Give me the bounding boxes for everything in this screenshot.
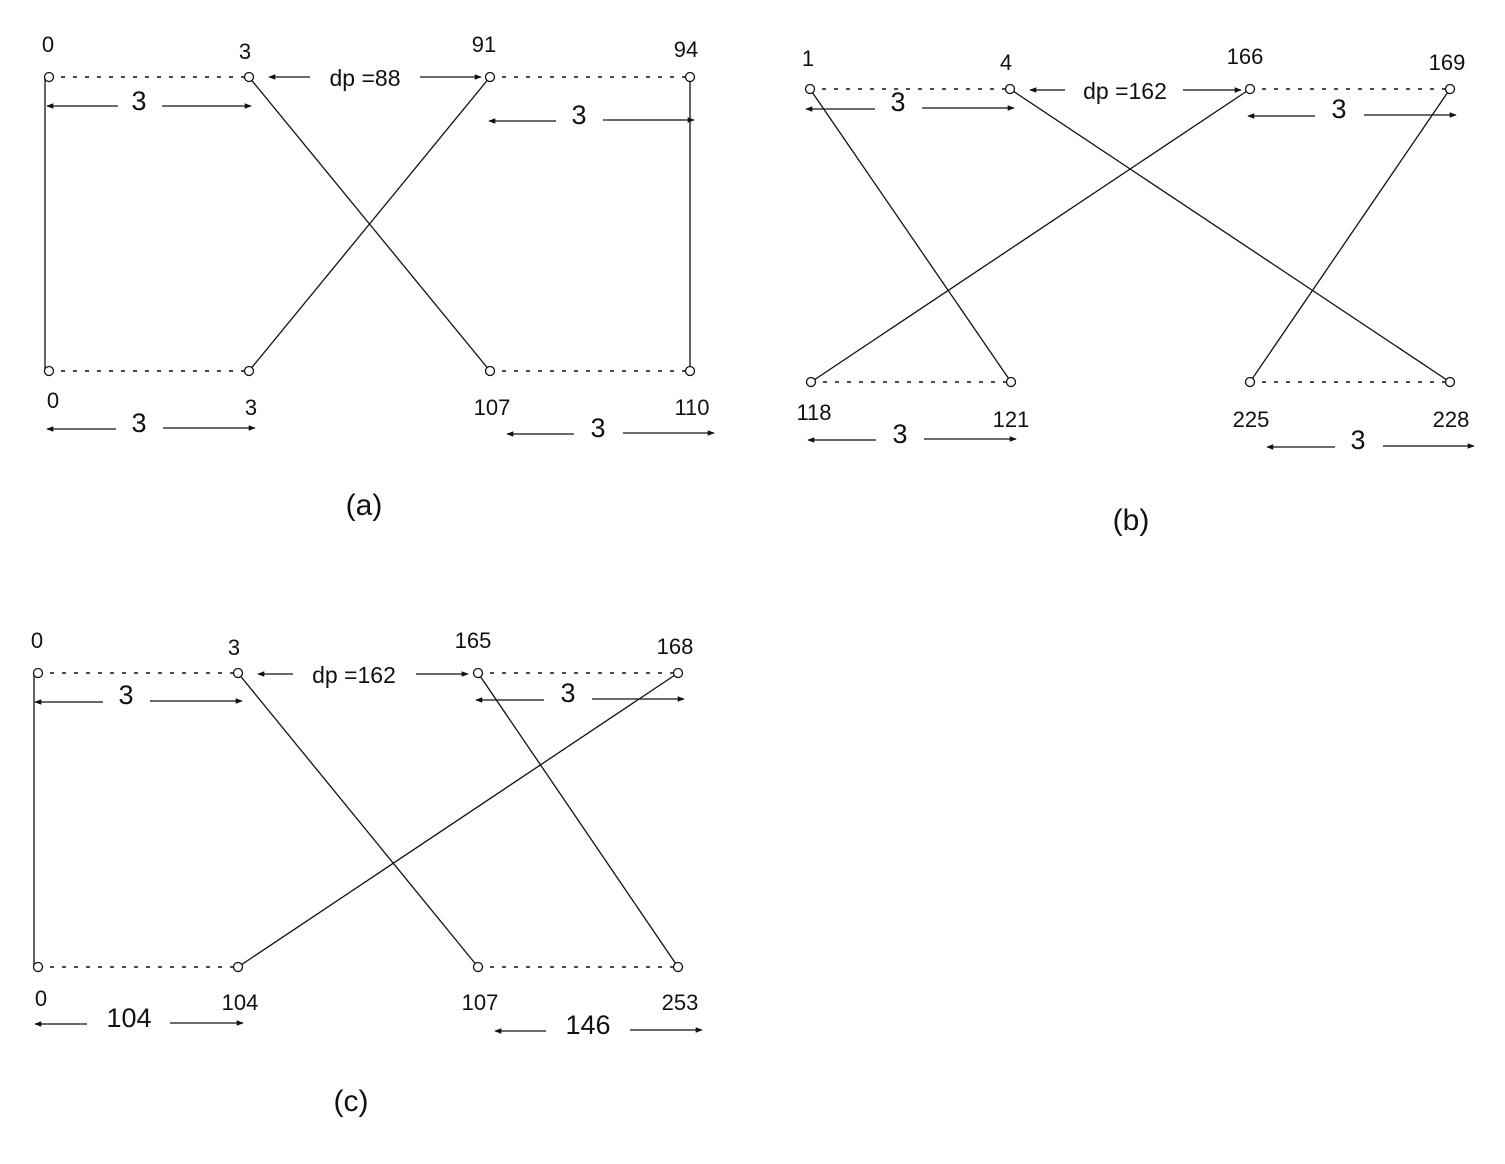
node-bottom-0 <box>805 376 817 388</box>
diagram-a: 0 3 91 94 0 3 107 110 dp =88 3 3 3 3 (a) <box>42 32 715 522</box>
node-label: 3 <box>245 395 257 420</box>
span-label: 3 <box>892 419 907 449</box>
link-line <box>809 88 1012 383</box>
span-label: 3 <box>1350 425 1365 455</box>
node-top-0 <box>804 83 816 95</box>
link-line <box>237 672 679 968</box>
node-bottom-0 <box>43 365 55 377</box>
node-label: 3 <box>228 635 240 660</box>
node-label: 168 <box>657 634 694 659</box>
node-top-2 <box>1244 83 1256 95</box>
node-bottom-1 <box>243 365 255 377</box>
node-top-3 <box>684 71 696 83</box>
node-bottom-2 <box>1244 376 1256 388</box>
link-line <box>248 76 491 372</box>
node-top-3 <box>1444 83 1456 95</box>
span-label: 3 <box>590 413 605 443</box>
link-line <box>1249 88 1451 383</box>
node-label: 0 <box>47 388 59 413</box>
node-label: 0 <box>31 628 43 653</box>
node-label: 107 <box>462 990 499 1015</box>
gap-label: dp =162 <box>312 662 396 688</box>
span-label: 3 <box>131 408 146 438</box>
node-label: 3 <box>239 39 251 64</box>
span-label: 3 <box>560 678 575 708</box>
node-label: 107 <box>474 395 511 420</box>
link-line <box>1009 88 1451 383</box>
node-label: 121 <box>993 407 1030 432</box>
caption-c: (c) <box>334 1085 369 1118</box>
node-label: 91 <box>472 32 496 57</box>
link-line <box>477 672 679 968</box>
span-label: 3 <box>131 86 146 116</box>
caption-b: (b) <box>1113 504 1150 537</box>
node-bottom-3 <box>684 365 696 377</box>
node-label: 166 <box>1227 44 1264 69</box>
node-top-2 <box>472 667 484 679</box>
gap-label: dp =88 <box>330 65 401 91</box>
node-label: 110 <box>674 395 709 420</box>
span-label: 3 <box>118 680 133 710</box>
span-label: 3 <box>571 100 586 130</box>
node-top-0 <box>32 667 44 679</box>
gap-label: dp =162 <box>1083 78 1167 104</box>
span-label: 3 <box>1331 94 1346 124</box>
node-bottom-2 <box>472 961 484 973</box>
node-top-1 <box>243 71 255 83</box>
node-top-1 <box>232 667 244 679</box>
node-bottom-1 <box>1005 376 1017 388</box>
node-label: 1 <box>802 46 814 71</box>
node-label: 225 <box>1233 407 1270 432</box>
diagram-b: 1 4 166 169 118 121 225 228 dp =162 3 3 … <box>796 44 1475 537</box>
node-bottom-2 <box>484 365 496 377</box>
span-label: 104 <box>106 1003 151 1033</box>
node-label: 169 <box>1429 50 1466 75</box>
link-line <box>237 672 479 968</box>
node-label: 0 <box>42 32 54 57</box>
span-label: 146 <box>565 1010 610 1040</box>
node-top-3 <box>672 667 684 679</box>
node-top-2 <box>484 71 496 83</box>
node-bottom-0 <box>32 961 44 973</box>
diagram-c: 0 3 165 168 0 104 107 253 dp =162 3 3 10… <box>31 628 703 1118</box>
caption-a: (a) <box>346 489 383 522</box>
link-line <box>810 88 1251 383</box>
node-bottom-1 <box>232 961 244 973</box>
node-label: 253 <box>662 990 699 1015</box>
node-top-1 <box>1004 83 1016 95</box>
node-label: 104 <box>222 990 259 1015</box>
node-label: 94 <box>674 37 698 62</box>
span-label: 3 <box>890 87 905 117</box>
node-label: 165 <box>455 628 492 653</box>
node-label: 118 <box>796 400 831 425</box>
node-label: 228 <box>1433 407 1470 432</box>
node-label: 4 <box>1000 50 1012 75</box>
node-top-0 <box>43 71 55 83</box>
node-bottom-3 <box>672 961 684 973</box>
node-bottom-3 <box>1444 376 1456 388</box>
node-label: 0 <box>35 986 47 1011</box>
